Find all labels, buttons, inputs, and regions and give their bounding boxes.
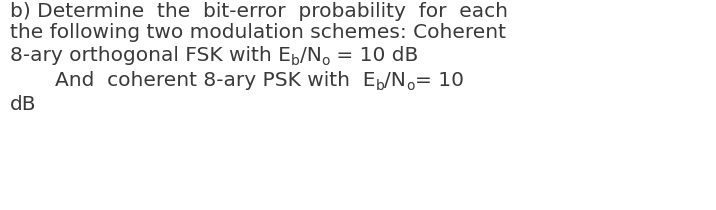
Text: o: o [321,54,330,68]
Text: o: o [406,79,415,93]
Text: = 10 dB: = 10 dB [330,46,418,65]
Text: b: b [291,54,300,68]
Text: = 10: = 10 [415,71,464,90]
Text: dB: dB [10,95,37,114]
Text: 8-ary orthogonal FSK with E: 8-ary orthogonal FSK with E [10,46,291,65]
Text: And  coherent 8-ary PSK with  E: And coherent 8-ary PSK with E [55,71,375,90]
Text: the following two modulation schemes: Coherent: the following two modulation schemes: Co… [10,23,506,42]
Text: b: b [375,79,384,93]
Text: /N: /N [300,46,321,65]
Text: b) Determine  the  bit-error  probability  for  each: b) Determine the bit-error probability f… [10,2,508,21]
Text: /N: /N [384,71,406,90]
